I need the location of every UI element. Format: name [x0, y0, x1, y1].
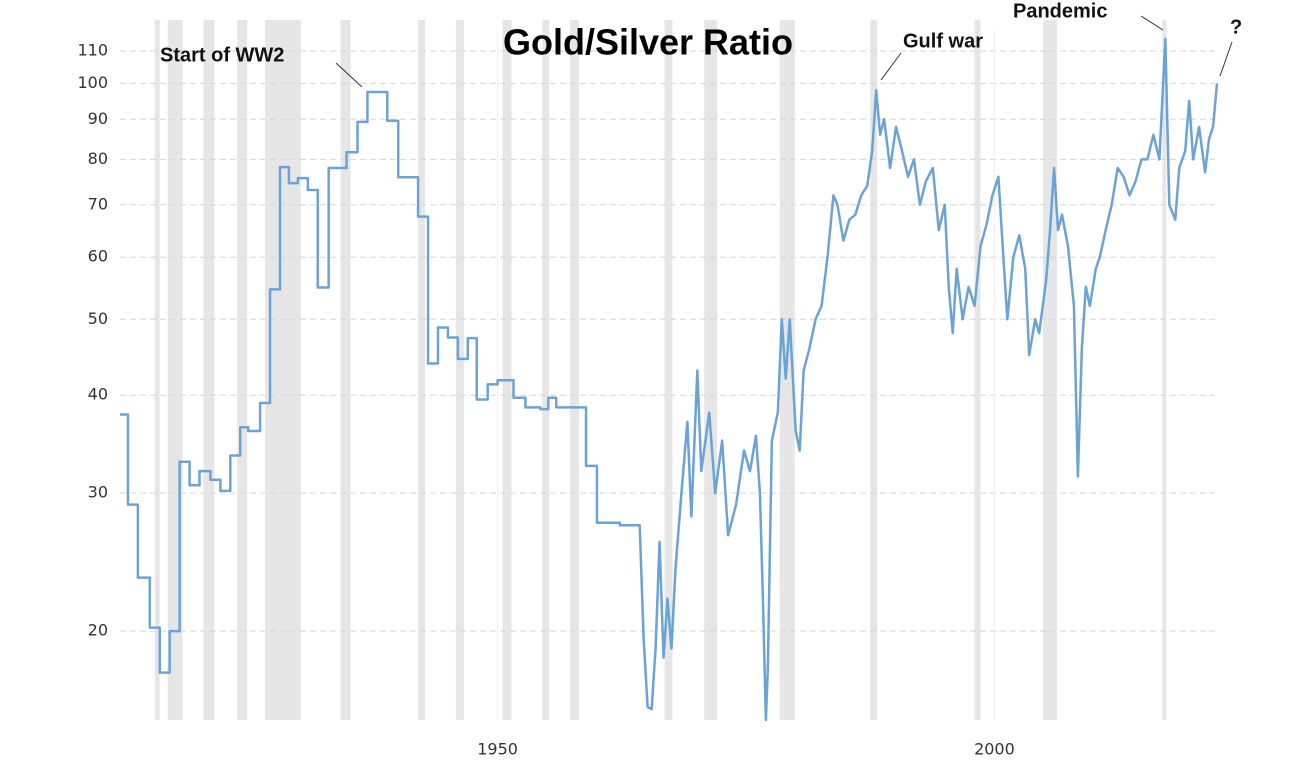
x-tick-label: 2000	[974, 740, 1015, 759]
shaded-period	[704, 20, 718, 720]
annotation-leader	[1219, 41, 1233, 77]
annotation: Gulf war	[903, 30, 983, 52]
y-tick-label: 90	[88, 109, 108, 128]
y-tick-label: 40	[88, 385, 108, 404]
annotation: Start of WW2	[160, 44, 284, 66]
shaded-periods	[154, 20, 1167, 720]
shaded-period	[340, 20, 351, 720]
shaded-period	[203, 20, 215, 720]
shaded-period	[418, 20, 426, 720]
shaded-period	[1043, 20, 1058, 720]
y-tick-label: 30	[88, 483, 108, 502]
annotation-leader	[880, 52, 902, 81]
y-tick-label: 60	[88, 247, 108, 266]
grid: 20 30 40 50 60 70 80 90 100 110 1950 2000	[77, 30, 1215, 759]
annotation-leader	[1140, 15, 1164, 31]
annotation: ?	[1230, 16, 1242, 38]
x-tick-label: 1950	[477, 740, 518, 759]
y-tick-label: 100	[77, 73, 108, 92]
shaded-period	[870, 20, 878, 720]
chart-title: Gold/Silver Ratio	[503, 22, 793, 63]
shaded-period	[154, 20, 160, 720]
shaded-period	[1162, 20, 1167, 720]
annotation-leader	[335, 62, 363, 88]
y-tick-label: 70	[88, 194, 108, 213]
annotation: Pandemic	[1013, 0, 1107, 22]
shaded-period	[455, 20, 464, 720]
lines	[120, 37, 1219, 722]
shaded-period	[570, 20, 580, 720]
shaded-period	[664, 20, 673, 720]
data-line	[120, 37, 1219, 722]
shaded-period	[542, 20, 550, 720]
y-tick-label: 50	[88, 309, 108, 328]
shaded-period	[237, 20, 248, 720]
y-tick-label: 110	[77, 40, 108, 59]
y-tick-label: 20	[88, 621, 108, 640]
shaded-period	[974, 20, 981, 720]
y-tick-label: 80	[88, 149, 108, 168]
shaded-period	[502, 20, 512, 720]
